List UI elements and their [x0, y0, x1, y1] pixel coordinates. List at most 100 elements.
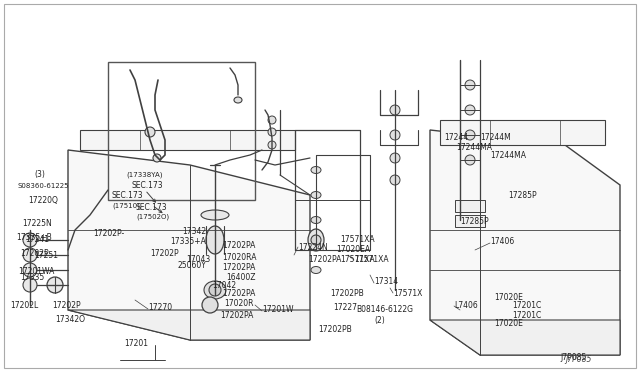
- Text: (17510): (17510): [112, 203, 140, 209]
- Text: 17224N: 17224N: [298, 243, 328, 251]
- Polygon shape: [430, 130, 620, 355]
- Text: 17225N: 17225N: [22, 219, 52, 228]
- Circle shape: [268, 116, 276, 124]
- Polygon shape: [80, 130, 295, 150]
- Circle shape: [23, 248, 37, 262]
- Text: 17202P-: 17202P-: [93, 228, 124, 237]
- Text: 17202P: 17202P: [150, 248, 179, 257]
- Text: 17020E: 17020E: [494, 318, 523, 327]
- Ellipse shape: [311, 217, 321, 224]
- Text: 17202PA: 17202PA: [308, 256, 341, 264]
- Circle shape: [23, 233, 37, 247]
- Text: 17202PA: 17202PA: [220, 311, 253, 320]
- Circle shape: [202, 297, 218, 313]
- Circle shape: [23, 263, 37, 277]
- Text: 17202P: 17202P: [52, 301, 81, 310]
- Text: 16400Z: 16400Z: [226, 273, 255, 282]
- Ellipse shape: [311, 266, 321, 273]
- Text: 17201: 17201: [124, 340, 148, 349]
- Circle shape: [153, 154, 161, 162]
- Text: 17201C: 17201C: [512, 311, 541, 320]
- Text: 17244M: 17244M: [480, 134, 511, 142]
- Text: 17270: 17270: [148, 304, 172, 312]
- Text: 17020RA: 17020RA: [222, 253, 257, 263]
- Circle shape: [23, 278, 37, 292]
- Text: 17202L: 17202L: [10, 301, 38, 310]
- Text: SEC.173: SEC.173: [112, 192, 143, 201]
- Text: 17202PA: 17202PA: [222, 263, 255, 273]
- Polygon shape: [68, 150, 310, 340]
- Text: 17342: 17342: [182, 227, 206, 235]
- Circle shape: [390, 175, 400, 185]
- Text: 17285P: 17285P: [460, 218, 488, 227]
- Circle shape: [390, 153, 400, 163]
- Text: 17042: 17042: [212, 280, 236, 289]
- Circle shape: [268, 141, 276, 149]
- Text: J7P085: J7P085: [565, 356, 591, 365]
- Circle shape: [390, 105, 400, 115]
- Text: 17244MA: 17244MA: [456, 144, 492, 153]
- Text: 17244MA: 17244MA: [490, 151, 526, 160]
- Ellipse shape: [204, 281, 226, 299]
- Circle shape: [465, 130, 475, 140]
- Text: 17342O: 17342O: [55, 314, 85, 324]
- Text: (2): (2): [374, 315, 385, 324]
- Text: 17571XA: 17571XA: [340, 256, 374, 264]
- Text: 17043: 17043: [186, 256, 211, 264]
- Circle shape: [311, 235, 321, 245]
- Ellipse shape: [311, 241, 321, 248]
- Text: 17202PB: 17202PB: [318, 326, 352, 334]
- Polygon shape: [440, 120, 605, 145]
- Circle shape: [465, 155, 475, 165]
- Polygon shape: [430, 320, 620, 355]
- Bar: [455, 215, 485, 227]
- Circle shape: [268, 128, 276, 136]
- Text: 17335+A: 17335+A: [170, 237, 206, 247]
- Ellipse shape: [234, 97, 242, 103]
- Circle shape: [47, 277, 63, 293]
- Text: 17335: 17335: [20, 273, 44, 282]
- Text: 17220Q: 17220Q: [28, 196, 58, 205]
- Text: SEC.173: SEC.173: [132, 180, 164, 189]
- Text: 17241: 17241: [25, 234, 49, 244]
- Text: 17314: 17314: [374, 278, 398, 286]
- Circle shape: [390, 130, 400, 140]
- Ellipse shape: [201, 210, 229, 220]
- Text: L7406: L7406: [454, 301, 477, 310]
- Text: (17502O): (17502O): [136, 214, 169, 220]
- Ellipse shape: [308, 229, 324, 251]
- Text: 17571XA: 17571XA: [340, 235, 374, 244]
- Text: 17020EA: 17020EA: [336, 246, 370, 254]
- Polygon shape: [68, 310, 310, 340]
- Text: 17571X: 17571X: [393, 289, 422, 298]
- Circle shape: [209, 284, 221, 296]
- Text: 25060Y: 25060Y: [178, 260, 207, 269]
- Text: 17335+B: 17335+B: [16, 232, 52, 241]
- Text: 17201C: 17201C: [512, 301, 541, 311]
- Text: 17227: 17227: [333, 302, 357, 311]
- Text: 17202P: 17202P: [20, 248, 49, 257]
- Text: 17202PB: 17202PB: [330, 289, 364, 298]
- Text: B08146-6122G: B08146-6122G: [356, 305, 413, 314]
- Text: 17571XA: 17571XA: [354, 254, 388, 263]
- Bar: [455, 200, 485, 212]
- Circle shape: [465, 105, 475, 115]
- Text: SEC.173: SEC.173: [136, 202, 168, 212]
- Ellipse shape: [206, 226, 224, 254]
- Text: 17201WA: 17201WA: [18, 266, 54, 276]
- Text: 17244: 17244: [444, 134, 468, 142]
- Text: (3): (3): [34, 170, 45, 179]
- Ellipse shape: [311, 192, 321, 199]
- Text: 17201W: 17201W: [262, 305, 294, 314]
- Circle shape: [465, 80, 475, 90]
- Ellipse shape: [311, 167, 321, 173]
- Text: S08360-61225: S08360-61225: [18, 183, 70, 189]
- Text: (17338YA): (17338YA): [126, 172, 163, 178]
- Text: 17406: 17406: [490, 237, 515, 247]
- Circle shape: [145, 127, 155, 137]
- Text: 17202PA: 17202PA: [222, 241, 255, 250]
- Text: 17202PA: 17202PA: [222, 289, 255, 298]
- Text: 17251: 17251: [34, 250, 58, 260]
- Text: 17020E: 17020E: [494, 294, 523, 302]
- Text: 17020R: 17020R: [224, 299, 253, 308]
